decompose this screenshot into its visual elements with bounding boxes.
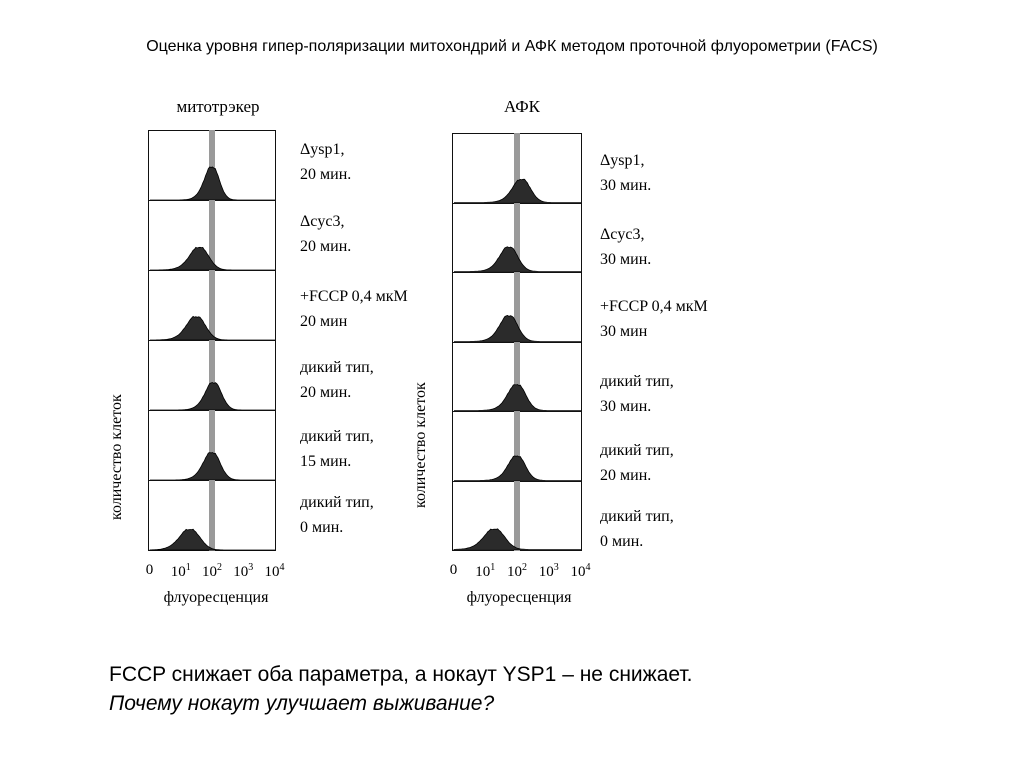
histogram [453,178,581,203]
condition-time: 15 мин. [300,453,352,470]
condition-time: 30 мин. [600,398,652,415]
histogram [149,166,275,200]
histogram [453,246,581,272]
histogram-area [149,528,275,550]
figure-title: АФК [504,97,540,116]
caption-statement: FCCP снижает оба параметра, а нокаут YSP… [109,663,693,686]
condition-time: 30 мин [600,323,648,340]
reference-line [209,410,215,481]
histogram-area [149,315,275,340]
x-axis-label: флуоресценция [466,589,572,606]
condition-label: дикий тип, 20 мин. [600,438,674,488]
condition-label: дикий тип, 20 мин. [300,355,374,405]
condition-line: +FCCP 0,4 мкМ [300,288,408,305]
condition-line: дикий тип, [300,428,374,445]
condition-label: дикий тип, 0 мин. [300,490,374,540]
histogram [149,528,275,550]
reference-line [514,341,520,412]
y-axis-label: количество клеток [412,382,429,508]
histogram-area [149,246,275,270]
condition-time: 20 мин. [300,166,352,183]
histogram [453,528,581,550]
reference-line [209,200,215,271]
reference-line [209,340,215,411]
condition-line: Δcyc3, [300,213,345,230]
histogram [149,381,275,410]
x-axis-label: флуоресценция [163,589,269,606]
condition-label: Δysp1, 30 мин. [600,148,651,198]
histogram-area [149,381,275,410]
x-tick-label: 0 [145,562,154,578]
histogram-area [453,384,581,411]
condition-label: Δysp1, 20 мин. [300,137,351,187]
reference-line [514,202,520,273]
slide-title: Оценка уровня гипер-поляризации митохонд… [146,38,878,55]
condition-time: 0 мин. [600,533,644,550]
reference-line [209,270,215,341]
condition-label: дикий тип, 15 мин. [300,424,374,474]
caption: FCCP снижает оба параметра, а нокаут YSP… [109,660,692,718]
histogram [149,315,275,340]
condition-label: дикий тип, 0 мин. [600,504,674,554]
x-tick-label: 0 [449,562,458,578]
histogram [453,454,581,481]
reference-line [514,411,520,482]
condition-time: 0 мин. [300,519,344,536]
condition-label: Δcyc3, 20 мин. [300,209,351,259]
x-tick-label: 104 [570,562,591,580]
reference-line [209,130,215,201]
histogram [453,314,581,342]
figure-title: митотрэкер [176,97,260,116]
condition-time: 20 мин [300,313,348,330]
condition-label: дикий тип, 30 мин. [600,369,674,419]
histogram-area [149,451,275,480]
histogram-area [453,314,581,342]
histogram [453,384,581,411]
condition-line: Δcyc3, [600,226,645,243]
x-tick-label: 103 [233,562,254,580]
x-tick-label: 102 [202,562,222,580]
histogram-area [453,454,581,481]
reference-line [514,480,520,551]
histogram-area [453,528,581,550]
histogram [149,451,275,480]
reference-line [209,480,215,551]
histogram-area [149,166,275,200]
x-tick-label: 102 [507,562,527,580]
condition-line: Δysp1, [300,141,345,158]
condition-line: дикий тип, [300,359,374,376]
condition-line: Δysp1, [600,152,645,169]
histogram-area [453,178,581,203]
x-tick-label: 103 [538,562,559,580]
y-axis-label: количество клеток [108,394,125,520]
x-tick-label: 101 [170,562,191,580]
reference-line [514,272,520,343]
condition-time: 30 мин. [600,177,652,194]
reference-line [514,133,520,204]
condition-line: дикий тип, [600,442,674,459]
condition-line: +FCCP 0,4 мкМ [600,298,708,315]
condition-time: 30 мин. [600,251,652,268]
x-tick-label: 104 [264,562,285,580]
condition-time: 20 мин. [300,384,352,401]
condition-label: Δcyc3, 30 мин. [600,222,651,272]
condition-line: дикий тип, [600,373,674,390]
caption-question: Почему нокаут улучшает выживание? [109,692,495,715]
condition-line: дикий тип, [300,494,374,511]
condition-time: 20 мин. [300,238,352,255]
x-tick-label: 101 [475,562,496,580]
condition-label: +FCCP 0,4 мкМ 20 мин [300,284,408,334]
condition-time: 20 мин. [600,467,652,484]
histogram [149,246,275,270]
histogram-area [453,246,581,272]
condition-label: +FCCP 0,4 мкМ 30 мин [600,294,708,344]
condition-line: дикий тип, [600,508,674,525]
